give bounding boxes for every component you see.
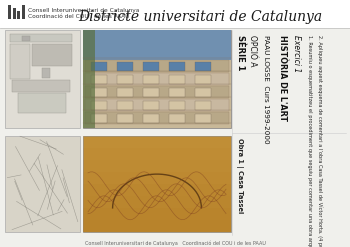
- Bar: [32, 44, 72, 66]
- Bar: [8, 5, 11, 19]
- Bar: [83, 136, 231, 147]
- Bar: [83, 196, 231, 208]
- Text: Consell Interuniversitari de Catalunya: Consell Interuniversitari de Catalunya: [28, 8, 139, 13]
- Bar: [5, 30, 80, 128]
- Bar: [169, 101, 185, 110]
- Bar: [83, 220, 231, 232]
- Bar: [117, 62, 133, 71]
- Bar: [117, 88, 133, 97]
- Bar: [195, 62, 211, 71]
- Bar: [83, 184, 231, 196]
- Bar: [10, 44, 30, 79]
- Text: Exercici 1: Exercici 1: [292, 35, 301, 72]
- Text: 1. Resumiu o esquematitzeu el procediment que seguiu per comentar una obra arqui: 1. Resumiu o esquematitzeu el procedimen…: [307, 35, 313, 247]
- Text: OPCIÓ A: OPCIÓ A: [247, 35, 257, 66]
- Bar: [91, 88, 107, 97]
- Bar: [85, 86, 229, 98]
- Bar: [83, 208, 231, 220]
- Text: Consell lnteruniversitari de Catalunya   Coordinació del COU i de les PAAU: Consell lnteruniversitari de Catalunya C…: [85, 240, 265, 246]
- Bar: [143, 114, 159, 123]
- Bar: [83, 60, 231, 128]
- Bar: [0, 0, 350, 28]
- Bar: [83, 160, 231, 172]
- Text: PAAU LOGSE  Curs 1999-2000: PAAU LOGSE Curs 1999-2000: [263, 35, 269, 144]
- Text: Obra 1 | Casa Tassel: Obra 1 | Casa Tassel: [237, 138, 244, 213]
- Bar: [117, 114, 133, 123]
- Bar: [83, 30, 231, 60]
- Bar: [143, 75, 159, 84]
- Bar: [143, 88, 159, 97]
- Text: HISTÒRIA DE L'ART: HISTÒRIA DE L'ART: [278, 35, 287, 121]
- Bar: [195, 114, 211, 123]
- Bar: [169, 88, 185, 97]
- Bar: [169, 62, 185, 71]
- Bar: [22, 36, 30, 41]
- Bar: [12, 80, 70, 92]
- Bar: [91, 75, 107, 84]
- Bar: [169, 114, 185, 123]
- Text: Coordinació del COU i de les PAAU: Coordinació del COU i de les PAAU: [28, 14, 130, 19]
- Bar: [83, 147, 231, 160]
- Text: SÈRIE 1: SÈRIE 1: [236, 35, 245, 70]
- Text: Districte universitari de Catalunya: Districte universitari de Catalunya: [78, 10, 322, 24]
- Bar: [169, 75, 185, 84]
- Bar: [83, 172, 231, 184]
- Bar: [91, 101, 107, 110]
- Bar: [5, 136, 80, 232]
- Bar: [117, 101, 133, 110]
- Bar: [83, 136, 231, 232]
- Bar: [195, 88, 211, 97]
- Bar: [143, 101, 159, 110]
- Bar: [143, 62, 159, 71]
- Bar: [85, 60, 229, 72]
- Bar: [195, 75, 211, 84]
- Bar: [195, 101, 211, 110]
- Bar: [91, 62, 107, 71]
- Bar: [83, 30, 95, 128]
- Bar: [42, 68, 50, 78]
- Bar: [85, 112, 229, 124]
- Bar: [13, 8, 15, 19]
- Text: 2. Apliqueu aquest esquema de comentari a l’obra Casa Tassel de Víctor Horta. (4: 2. Apliqueu aquest esquema de comentari …: [317, 35, 323, 247]
- Bar: [85, 73, 229, 85]
- Bar: [17, 11, 20, 19]
- Bar: [85, 99, 229, 111]
- Bar: [117, 75, 133, 84]
- Bar: [91, 114, 107, 123]
- Bar: [18, 93, 66, 113]
- Bar: [10, 34, 72, 42]
- Bar: [21, 5, 24, 19]
- Bar: [83, 30, 231, 128]
